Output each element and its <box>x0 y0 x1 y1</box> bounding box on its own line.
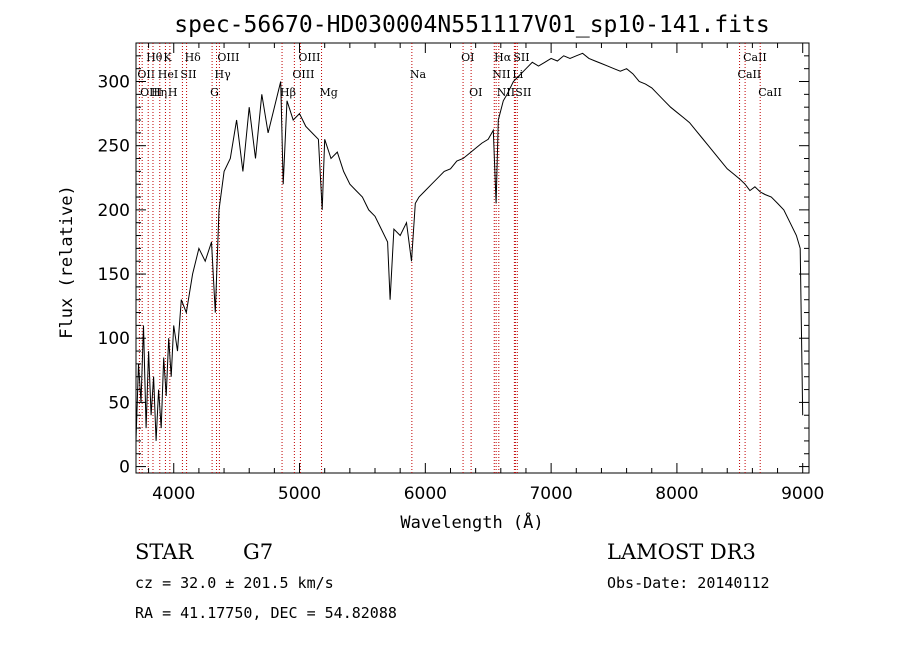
y-tick-label: 50 <box>108 393 130 413</box>
line-marker-label: Hγ <box>215 68 232 81</box>
line-marker-label: Hβ <box>280 86 296 99</box>
line-marker-label: SII <box>180 68 196 81</box>
chart-title: spec-56670-HD030004N551117V01_sp10-141.f… <box>174 12 769 38</box>
line-marker-label: Na <box>410 68 427 81</box>
survey-name: LAMOST DR3 <box>607 540 756 564</box>
line-marker-label: OI <box>461 51 474 64</box>
y-tick-label: 200 <box>98 201 130 221</box>
line-marker-label: OIII <box>292 68 314 81</box>
x-tick-label: 6000 <box>404 484 447 504</box>
line-marker-label: SII <box>515 86 531 99</box>
x-axis: 4000 5000 6000 7000 8000 9000 <box>148 43 824 504</box>
redshift-info: cz = 32.0 ± 201.5 km/s <box>135 574 334 592</box>
line-marker-label: NII <box>492 68 510 81</box>
line-marker-label: Hθ <box>146 51 163 64</box>
line-marker-label: HeI <box>158 68 178 81</box>
spectral-subclass: G7 <box>243 540 274 564</box>
plot-frame <box>135 42 810 474</box>
line-marker-label: Hδ <box>185 51 202 64</box>
line-marker-label: CaII <box>758 86 782 99</box>
y-tick-label: 150 <box>98 265 130 285</box>
line-marker-label: CaII <box>738 68 762 81</box>
line-marker-label: G <box>210 86 219 99</box>
line-marker-label: OIII <box>140 86 162 99</box>
line-marker-label: CaII <box>743 51 767 64</box>
line-marker-label: H <box>168 86 178 99</box>
x-axis-label: Wavelength (Å) <box>400 511 543 533</box>
object-type: STAR <box>135 540 194 564</box>
line-marker-label: Hα <box>494 51 512 64</box>
x-tick-label: 8000 <box>655 484 698 504</box>
line-marker-label: Mg <box>320 86 338 99</box>
line-marker-label: K <box>163 51 172 64</box>
y-tick-label: 0 <box>119 458 130 478</box>
x-tick-label: 9000 <box>781 484 824 504</box>
y-tick-label: 100 <box>98 329 130 349</box>
y-tick-label: 300 <box>98 73 130 93</box>
x-tick-label: 7000 <box>529 484 572 504</box>
line-marker-label: NII <box>497 86 515 99</box>
x-tick-label: 5000 <box>278 484 321 504</box>
line-marker-label: OII <box>137 68 155 81</box>
y-tick-label: 250 <box>98 137 130 157</box>
spectrum-line <box>135 52 804 441</box>
line-marker-label: OI <box>469 86 482 99</box>
observation-date: Obs-Date: 20140112 <box>607 574 770 592</box>
line-marker-label: Li <box>512 68 523 81</box>
y-axis: 0 50 100 150 200 250 300 <box>98 55 809 478</box>
coordinates: RA = 41.17750, DEC = 54.82088 <box>135 604 397 622</box>
line-marker-label: SII <box>513 51 529 64</box>
line-marker-label: OIII <box>298 51 320 64</box>
line-marker-label: OIII <box>217 51 239 64</box>
y-axis-label: Flux (relative) <box>57 185 77 339</box>
x-tick-label: 4000 <box>152 484 195 504</box>
line-marker-label: Hη <box>151 86 167 99</box>
